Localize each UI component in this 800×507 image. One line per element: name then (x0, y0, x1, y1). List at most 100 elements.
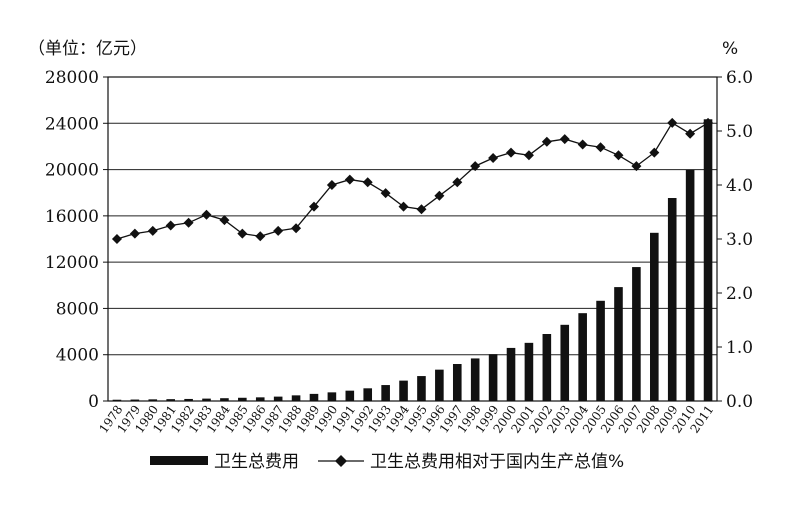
bar-2007 (632, 267, 641, 401)
line-point-1996 (434, 190, 445, 201)
line-point-2007 (631, 161, 642, 172)
line-point-1995 (416, 204, 427, 215)
line-point-2009 (667, 117, 678, 128)
line-point-1994 (398, 201, 409, 212)
bar-1982 (184, 398, 193, 401)
right-tick-label: 4.0 (726, 176, 753, 196)
line-point-1989 (308, 201, 319, 212)
x-axis-ticks: 1978197919801981198219831984198519861987… (96, 402, 716, 435)
bar-1997 (452, 364, 462, 401)
plot-frame (107, 76, 718, 402)
right-tick-label: 5.0 (726, 122, 753, 142)
bar-1991 (345, 390, 355, 401)
line-point-2011 (703, 117, 714, 128)
bar-1989 (309, 393, 319, 401)
right-tick-label: 2.0 (726, 284, 753, 304)
bar-1993 (381, 385, 390, 401)
bar-1986 (255, 397, 265, 401)
left-tick-label: 24000 (45, 114, 99, 134)
line-point-2006 (613, 150, 624, 161)
left-tick-label: 4000 (56, 346, 99, 366)
legend-bar-swatch (150, 456, 208, 465)
bar-1998 (470, 358, 480, 401)
left-tick-label: 16000 (45, 207, 99, 227)
left-tick-label: 28000 (45, 68, 99, 88)
bar-1988 (291, 395, 301, 401)
line-point-1986 (255, 231, 266, 242)
bar-1992 (363, 388, 373, 401)
line-point-1979 (129, 228, 140, 239)
line-point-1998 (470, 161, 481, 172)
line-point-1992 (362, 177, 373, 188)
right-tick-label: 6.0 (726, 68, 753, 88)
line-point-2001 (523, 150, 534, 161)
bar-1996 (435, 369, 444, 401)
bar-2003 (560, 324, 570, 401)
bar-2011 (703, 119, 713, 402)
bar-1978 (112, 399, 122, 401)
line-path (116, 122, 709, 240)
legend-line-marker (335, 455, 347, 467)
bar-1985 (238, 397, 247, 401)
line-point-2004 (577, 139, 588, 150)
bar-2005 (596, 300, 605, 401)
bar-2002 (542, 334, 552, 401)
bar-2010 (685, 169, 695, 401)
line-point-2000 (506, 147, 517, 158)
line-point-1983 (201, 209, 212, 220)
legend: 卫生总费用 卫生总费用相对于国内生产总值% (150, 452, 624, 472)
line-point-1984 (219, 215, 230, 226)
left-axis-ticks: 0 4000 8000 12000 16000 20000 24000 28000 (45, 68, 108, 412)
right-tick-label: 1.0 (726, 338, 753, 358)
line-point-1981 (165, 220, 176, 231)
bar-2009 (667, 198, 677, 401)
line-point-1980 (147, 225, 158, 236)
line-point-1988 (291, 223, 302, 234)
right-tick-label: 3.0 (726, 230, 753, 250)
line-point-1993 (380, 188, 391, 199)
left-tick-label: 20000 (45, 161, 99, 181)
right-tick-label: 0.0 (726, 392, 753, 412)
line-point-1999 (488, 153, 499, 163)
right-axis-unit-label: % (722, 39, 738, 59)
left-tick-label: 8000 (56, 299, 99, 319)
legend-bar-label: 卫生总费用 (214, 452, 299, 472)
bar-2004 (578, 313, 587, 401)
line-point-2008 (649, 147, 660, 158)
bar-1984 (220, 398, 229, 401)
plot-border (107, 76, 718, 402)
bar-1980 (148, 399, 158, 401)
line-point-1991 (344, 174, 355, 185)
bar-1987 (273, 396, 283, 401)
line-point-1990 (326, 180, 337, 190)
bar-series (112, 119, 713, 402)
bar-1995 (417, 376, 426, 401)
line-point-2005 (595, 142, 606, 153)
line-point-2002 (541, 136, 552, 147)
bar-1979 (130, 399, 140, 401)
bar-1990 (327, 392, 337, 401)
bar-1994 (399, 380, 408, 401)
grid-lines (108, 76, 717, 402)
bar-2008 (650, 232, 659, 401)
line-point-1987 (273, 225, 284, 236)
line-point-2003 (559, 134, 570, 145)
bar-2001 (524, 342, 534, 401)
line-point-2010 (685, 128, 696, 139)
bar-1983 (202, 398, 211, 401)
bar-1981 (166, 399, 175, 401)
left-axis-unit-label: （单位：亿元） (28, 39, 147, 59)
line-point-1978 (111, 234, 122, 244)
legend-line-label: 卫生总费用相对于国内生产总值% (370, 452, 624, 472)
bar-2000 (506, 347, 516, 401)
line-series (111, 117, 714, 244)
line-point-1985 (237, 228, 248, 239)
line-point-1982 (183, 217, 194, 228)
bar-1999 (488, 354, 498, 401)
left-tick-label: 0 (88, 392, 99, 412)
bar-2006 (614, 287, 623, 401)
line-point-1997 (452, 177, 463, 188)
right-axis-ticks: 0.0 1.0 2.0 3.0 4.0 5.0 6.0 (717, 68, 753, 412)
